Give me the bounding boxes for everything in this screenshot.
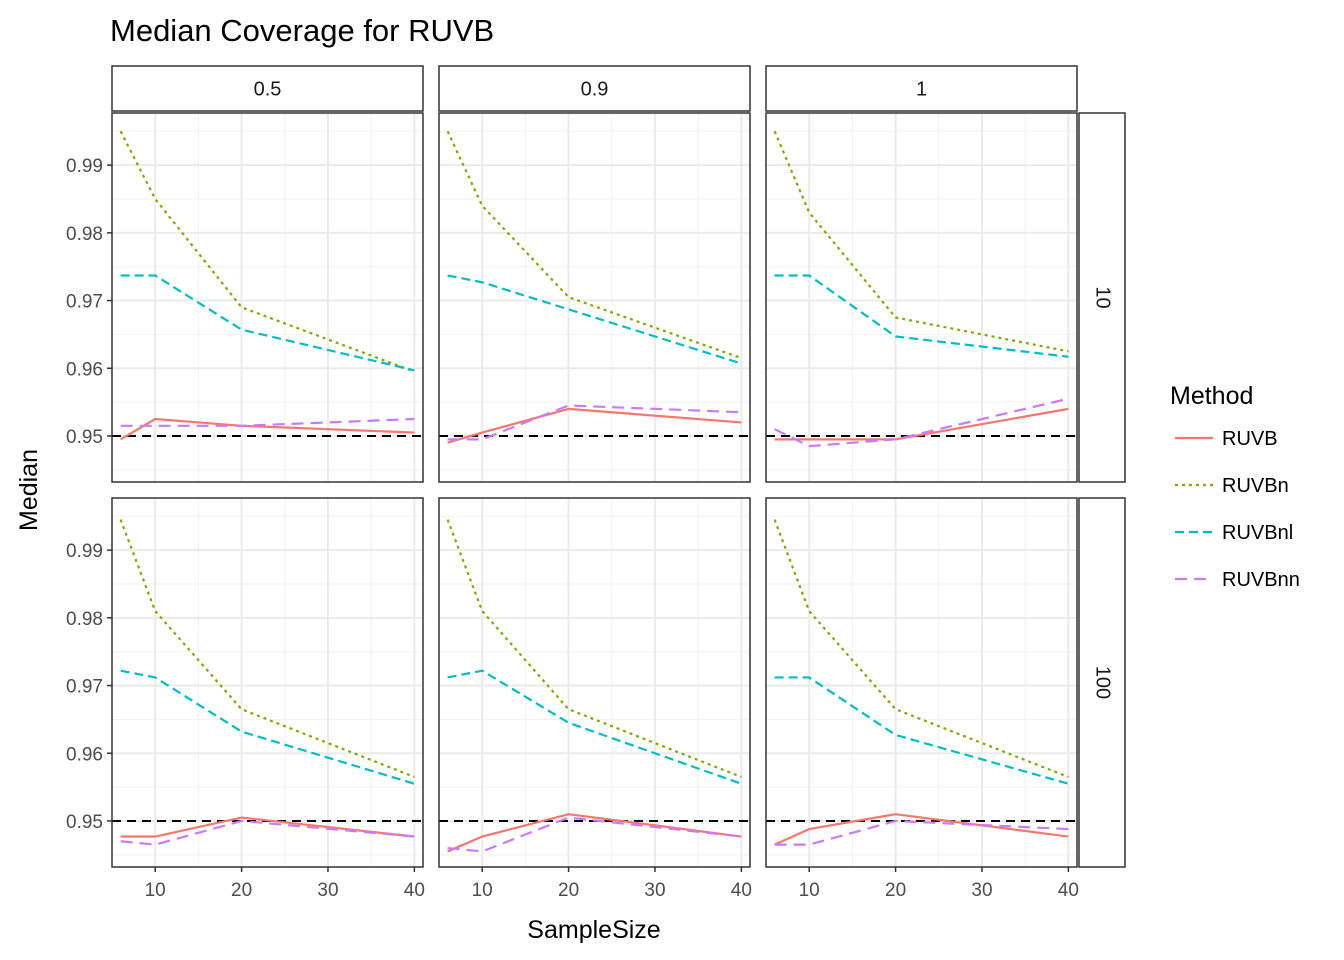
legend-entry: RUVBnl <box>1175 522 1293 544</box>
panel-border <box>765 497 1078 868</box>
panel-background <box>439 498 750 867</box>
gridlines <box>439 498 750 867</box>
legend-entry: RUVB <box>1175 428 1278 450</box>
y-axis-title: Median <box>15 449 43 531</box>
panel-border <box>765 112 1078 483</box>
y-tick-label: 0.98 <box>66 224 103 245</box>
series-line-ruvbnl <box>774 274 1069 358</box>
x-tick-label: 10 <box>472 880 493 901</box>
series-line-ruvbnl <box>447 274 742 365</box>
legend-label: RUVBn <box>1222 475 1289 497</box>
x-tick-label: 40 <box>1058 880 1079 901</box>
gridlines <box>766 498 1077 867</box>
x-tick-label: 30 <box>317 880 338 901</box>
series-line-ruvbnn <box>774 397 1069 448</box>
panel-background <box>766 498 1077 867</box>
series-line-ruvbn <box>773 130 1069 353</box>
column-strip: 0.9 <box>438 65 751 112</box>
series-line-ruvbnn <box>120 819 415 846</box>
x-tick-label: 20 <box>885 880 906 901</box>
series-line-ruvbnl <box>120 274 415 372</box>
series-line-ruvbn <box>446 519 742 778</box>
legend: Method RUVB RUVBn RUVBnl RUVBnn <box>1170 382 1300 591</box>
panel-background <box>112 498 423 867</box>
chart-title: Median Coverage for RUVB <box>110 13 494 48</box>
legend-entry: RUVBnn <box>1175 569 1300 591</box>
x-axis-title: SampleSize <box>527 916 660 944</box>
series-line-ruvbnn <box>774 819 1069 846</box>
series-line-ruvbnl <box>774 676 1069 785</box>
panel-background <box>439 113 750 482</box>
y-tick-label: 0.96 <box>66 359 103 380</box>
x-tick-label: 30 <box>644 880 665 901</box>
row-strip: 10 <box>1078 112 1126 483</box>
y-tick-label: 0.97 <box>66 292 103 313</box>
panel-border <box>438 497 751 868</box>
column-strip-label: 1 <box>916 79 927 101</box>
facet-panels: 0.5 0.9 1 10 100 0.95 0.96 0.97 0.98 0.99 0.95 0.96… <box>66 65 1126 901</box>
x-tick-label: 40 <box>731 880 752 901</box>
column-strip-label: 0.5 <box>254 79 282 101</box>
column-strip: 1 <box>765 65 1078 112</box>
facet-panel <box>765 112 1078 483</box>
y-tick-label: 0.99 <box>66 541 103 562</box>
facet-panel: 0.95 0.96 0.97 0.98 0.99 <box>66 112 424 483</box>
x-tick-label: 40 <box>404 880 425 901</box>
series-line-ruvbnn <box>120 417 415 427</box>
series-line-ruvb <box>120 417 415 441</box>
series-line-ruvb <box>447 407 742 444</box>
column-strip-label: 0.9 <box>581 79 609 101</box>
x-tick-label: 10 <box>145 880 166 901</box>
facet-panel <box>438 112 751 483</box>
y-tick-label: 0.96 <box>66 744 103 765</box>
x-tick-label: 30 <box>971 880 992 901</box>
series-line-ruvbn <box>119 519 415 778</box>
facet-panel: 10 20 30 40 <box>765 497 1079 901</box>
series-line-ruvb <box>120 816 415 838</box>
legend-label: RUVBnl <box>1222 522 1293 544</box>
legend-entry: RUVBn <box>1175 475 1289 497</box>
gridlines <box>439 113 750 482</box>
series-line-ruvbn <box>773 519 1069 778</box>
panel-border <box>111 112 424 483</box>
row-strip: 100 <box>1078 497 1126 868</box>
gridlines <box>112 498 423 867</box>
series-line-ruvbnl <box>447 669 742 785</box>
series-line-ruvb <box>447 813 742 853</box>
series-line-ruvbnl <box>120 669 415 785</box>
x-tick-label: 20 <box>558 880 579 901</box>
y-tick-label: 0.99 <box>66 156 103 177</box>
series-line-ruvbnn <box>447 404 742 441</box>
legend-label: RUVBnn <box>1222 569 1300 591</box>
x-tick-label: 20 <box>231 880 252 901</box>
y-tick-label: 0.98 <box>66 609 103 630</box>
facet-panel: 10 20 30 40 <box>438 497 752 901</box>
panel-border <box>438 112 751 483</box>
y-tick-label: 0.95 <box>66 812 103 833</box>
row-strip-label: 100 <box>1092 666 1114 699</box>
column-strip: 0.5 <box>111 65 424 112</box>
facet-panel: 0.95 0.96 0.97 0.98 0.99 10 20 30 40 <box>66 497 425 901</box>
legend-title: Method <box>1170 382 1253 410</box>
series-line-ruvb <box>774 407 1069 441</box>
series-line-ruvbnn <box>447 816 742 853</box>
panel-border <box>111 497 424 868</box>
row-strip-label: 10 <box>1092 286 1114 308</box>
y-tick-label: 0.95 <box>66 427 103 448</box>
x-tick-label: 10 <box>799 880 820 901</box>
panel-background <box>766 113 1077 482</box>
legend-label: RUVB <box>1222 428 1278 450</box>
y-tick-label: 0.97 <box>66 677 103 698</box>
